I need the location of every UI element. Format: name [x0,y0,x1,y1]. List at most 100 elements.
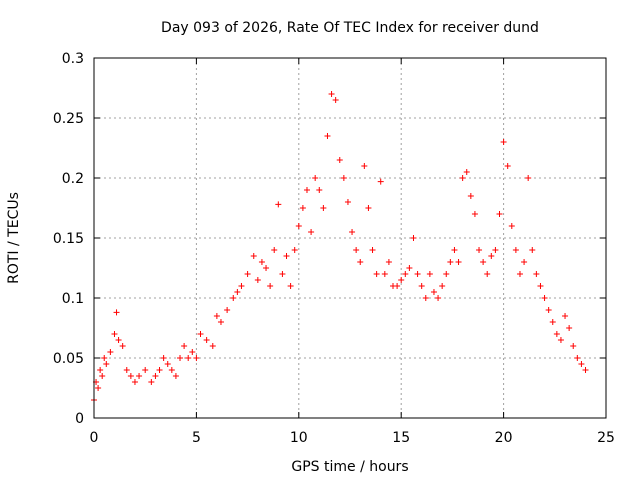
data-point [537,283,544,289]
data-point [410,235,417,241]
data-point [209,343,216,349]
data-point [570,343,577,349]
data-point [463,169,470,175]
data-point [123,367,130,373]
data-point [508,223,515,229]
data-point [385,259,392,265]
data-point [521,259,528,265]
y-tick-label: 0.1 [62,291,84,307]
data-point [312,175,319,181]
data-point [357,259,364,265]
data-point [193,355,200,361]
data-point [189,349,196,355]
data-point [299,205,306,211]
data-point [142,367,149,373]
x-tick-label: 15 [392,430,410,446]
data-point [525,175,532,181]
x-tick-label: 20 [495,430,513,446]
data-point [439,283,446,289]
data-point [353,247,360,253]
data-point [271,247,278,253]
data-point [553,331,560,337]
data-point [500,139,507,145]
data-point [244,271,251,277]
data-point [373,271,380,277]
data-point [283,253,290,259]
data-point [103,361,110,367]
data-point [562,313,569,319]
data-point [152,373,159,379]
data-point [295,223,302,229]
data-point [164,361,171,367]
x-tick-label: 25 [597,430,615,446]
data-point [275,201,282,208]
data-point [99,373,106,379]
data-point [316,187,323,193]
data-point [127,373,134,379]
data-point [418,283,425,289]
data-point [168,367,175,373]
data-point [234,289,241,295]
data-point [455,259,462,265]
data-point [148,379,155,385]
data-point [213,313,220,319]
data-point [582,367,589,373]
data-point [369,247,376,253]
data-point [97,367,104,373]
data-point [160,355,167,361]
data-point [496,211,503,217]
data-point [398,277,405,283]
data-point [336,157,343,163]
data-point [172,373,179,379]
data-point [291,247,298,253]
data-point [303,187,310,193]
data-point [484,271,491,277]
data-point [443,271,450,277]
data-point [414,271,421,277]
data-point [349,229,356,235]
data-point [203,337,210,343]
data-point [447,259,454,265]
data-point [287,283,294,289]
data-point [504,163,511,169]
data-point [394,283,401,289]
data-point [344,199,351,205]
data-point [488,253,495,259]
data-point [574,355,581,361]
data-point [279,271,286,277]
y-tick-label: 0.15 [53,231,84,247]
data-point [250,253,257,259]
data-point [476,247,483,253]
data-point [361,163,368,169]
data-point [320,205,327,211]
y-axis-label: ROTI / TECUs [6,192,22,284]
data-point [332,97,339,103]
data-point [578,361,585,367]
data-point [263,265,270,271]
data-point [529,247,536,253]
data-point [406,265,413,271]
data-point [471,211,478,217]
data-point [115,337,122,343]
data-point [217,319,224,325]
data-point [230,295,237,301]
y-tick-label: 0.05 [53,351,84,367]
data-point [197,331,204,337]
data-point [181,343,188,349]
data-point [435,295,442,301]
data-point [111,331,118,337]
data-point [492,247,499,253]
data-point [381,271,388,277]
data-point [340,175,347,181]
data-point [324,133,331,139]
data-point [224,307,231,313]
data-point [119,343,126,349]
data-point [557,337,564,343]
grid-lines [94,58,606,418]
data-point [426,271,433,277]
data-point [101,355,108,361]
data-point [545,307,552,313]
data-point [136,373,143,379]
